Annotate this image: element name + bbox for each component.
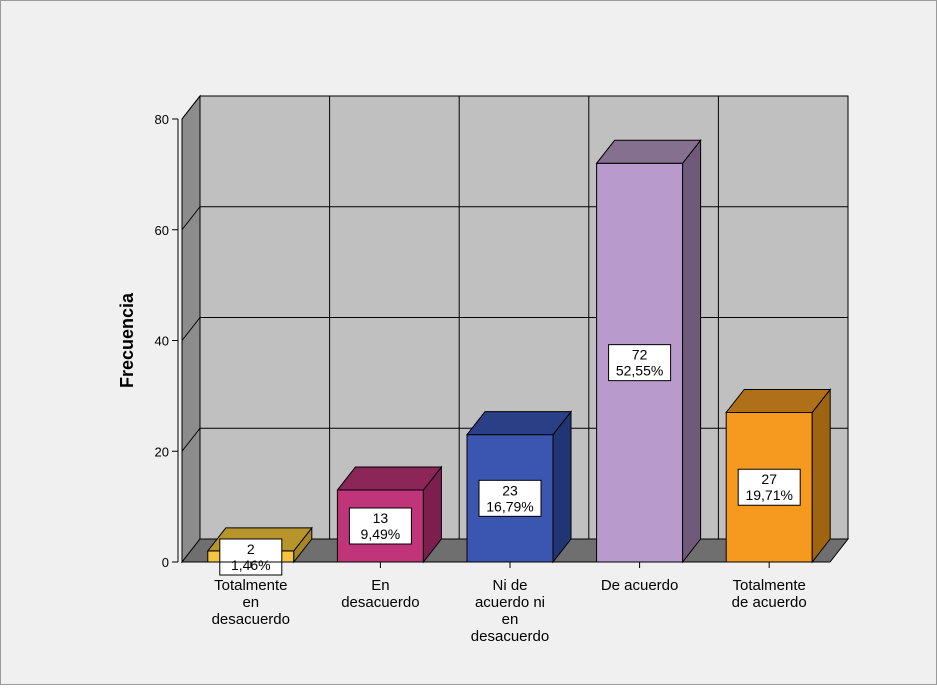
x-category-label: En — [371, 577, 389, 594]
bar-top — [465, 411, 573, 436]
bar-side — [811, 388, 831, 564]
y-axis-title: Frecuencia — [117, 292, 137, 388]
bar-top — [336, 466, 443, 491]
gridline-side — [181, 95, 201, 120]
data-label-percent: 16,79% — [486, 498, 533, 514]
y-tick-label: 40 — [155, 334, 169, 349]
data-label-percent: 19,71% — [745, 487, 792, 503]
gridline-side — [181, 427, 201, 452]
data-label-count: 72 — [632, 347, 648, 363]
data-label-count: 13 — [373, 510, 389, 526]
y-tick-label: 0 — [162, 555, 169, 570]
data-label-count: 27 — [761, 471, 777, 487]
x-category-label: Ni de — [492, 577, 527, 594]
x-category-label: Totalmente — [214, 577, 287, 594]
x-category-label: acuerdo ni — [475, 594, 545, 611]
x-category-label: en — [502, 611, 519, 628]
y-tick-label: 60 — [155, 223, 169, 238]
data-label-count: 2 — [247, 541, 255, 557]
x-category-label: desacuerdo — [341, 594, 419, 611]
data-label-box — [608, 344, 672, 382]
bar-top — [595, 139, 702, 164]
bar-side — [552, 410, 572, 564]
data-label-count: 23 — [502, 482, 518, 498]
x-category-label: De acuerdo — [601, 577, 679, 594]
data-label-percent: 9,49% — [361, 526, 401, 542]
data-label-box — [478, 479, 542, 517]
x-category-label: de acuerdo — [732, 594, 807, 611]
x-category-label: Totalmente — [733, 577, 806, 594]
x-category-label: desacuerdo — [471, 628, 549, 645]
y-tick-label: 20 — [155, 444, 169, 459]
gridline-side — [181, 317, 201, 341]
data-label-percent: 52,55% — [616, 363, 663, 379]
x-category-label: desacuerdo — [212, 611, 290, 628]
data-label-box — [348, 507, 412, 545]
data-label-box — [219, 538, 283, 576]
y-tick-label: 80 — [155, 112, 169, 127]
bar-top — [725, 388, 832, 413]
gridline-side — [181, 206, 201, 231]
bar-side — [682, 138, 702, 564]
x-category-label: en — [242, 594, 259, 611]
data-label-box — [737, 468, 801, 506]
